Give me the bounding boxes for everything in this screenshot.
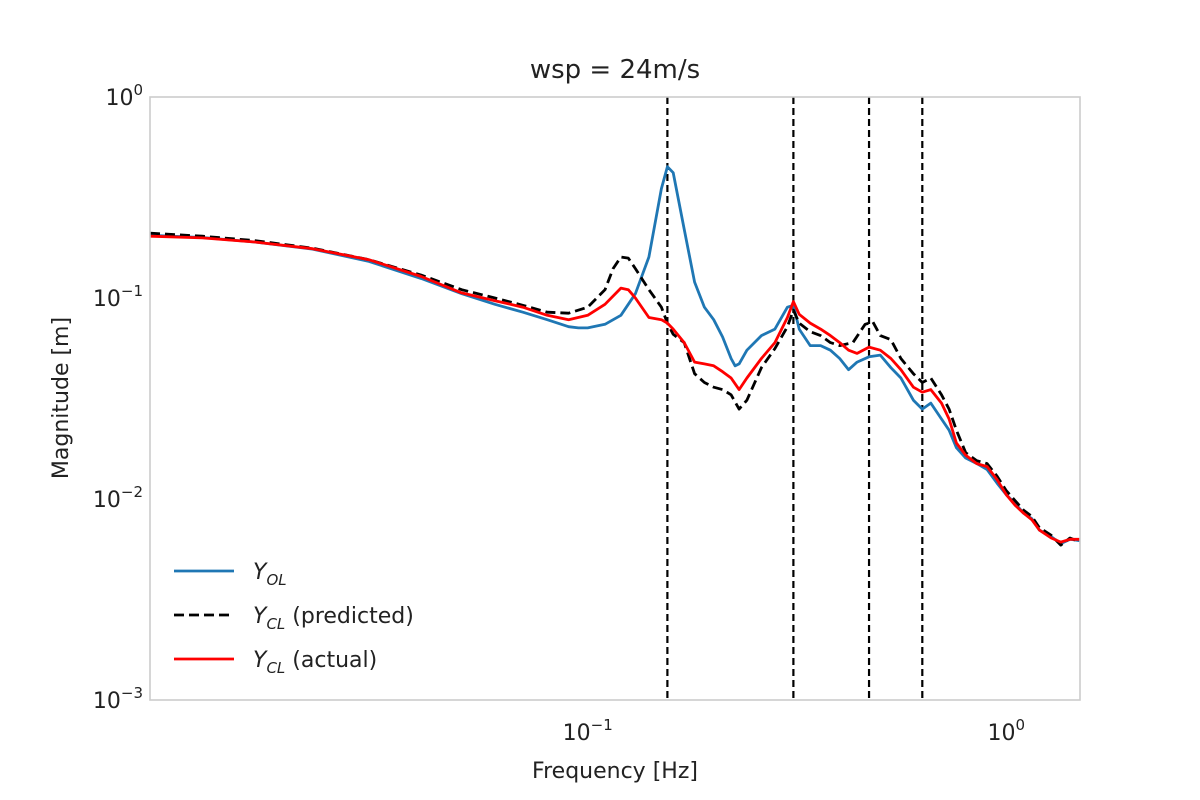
y-tick-label: 100 — [105, 81, 143, 111]
chart-title: wsp = 24m/s — [530, 55, 700, 85]
plot-frame — [149, 96, 1081, 701]
legend: YOL YCL (predicted) YCL (actual) — [174, 560, 414, 677]
legend-label: YCL (actual) — [253, 648, 377, 677]
series-line — [149, 165, 1081, 545]
y-axis-label: Magnitude [m] — [49, 317, 74, 479]
x-tick-label: 100 — [988, 716, 1026, 746]
x-axis-label: Frequency [Hz] — [532, 759, 698, 784]
legend-label: YCL (predicted) — [253, 604, 414, 633]
series-line — [149, 234, 1080, 544]
y-tick-label: 10−1 — [93, 282, 143, 312]
y-tick-label: 10−2 — [93, 483, 143, 513]
tick-labels: 10−1 100 100 10−1 10−2 10−3 — [93, 81, 1025, 746]
plot-area — [149, 97, 1081, 700]
x-tick-label: 10−1 — [563, 716, 613, 746]
legend-label: YOL — [253, 560, 287, 589]
y-tick-label: 10−3 — [93, 684, 143, 714]
